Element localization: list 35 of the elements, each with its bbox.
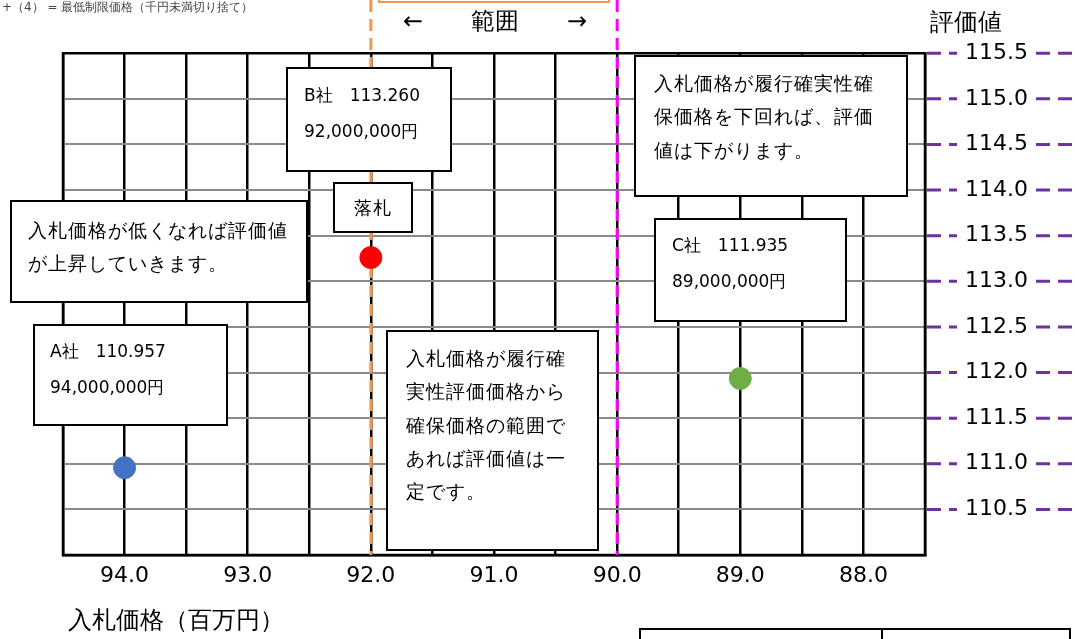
y-tick-label: 110.5 [965, 495, 1028, 521]
note-box: 入札価格が履行確実性評価価格から確保価格の範囲であれば評価値は一定です。 [386, 330, 599, 551]
y-tick-label: 115.5 [965, 38, 1028, 64]
y-tick-label: 111.5 [965, 403, 1028, 429]
note-box: 入札価格が履行確実性確保価格を下回れば、評価値は下がります。 [634, 55, 908, 197]
x-axis-title: 入札価格（百万円） [68, 605, 284, 636]
y-tick-label: 112.0 [965, 358, 1028, 384]
annotation: 94,000,000円 [50, 376, 166, 399]
annotation: A社 110.957 [50, 340, 167, 363]
x-tick-label: 91.0 [469, 561, 519, 587]
x-tick-label: 92.0 [346, 561, 396, 587]
x-tick-label: 90.0 [592, 561, 642, 587]
annotation: C社 111.935 [672, 234, 790, 257]
y-tick-label: 113.0 [965, 267, 1028, 293]
y-tick-label: 114.0 [965, 175, 1028, 201]
point [359, 246, 383, 270]
x-tick-label: 89.0 [715, 561, 765, 587]
y-tick-label: 113.5 [965, 221, 1028, 247]
point [113, 456, 137, 480]
y-tick-label: 114.5 [965, 130, 1028, 156]
point [728, 366, 752, 390]
note-box: 入札価格が低くなれば評価値が上昇していきます。 [10, 200, 308, 303]
x-tick-label: 93.0 [223, 561, 273, 587]
x-tick-label: 88.0 [838, 561, 888, 587]
x-tick-label: 94.0 [100, 561, 150, 587]
text: ← 範囲 → [401, 6, 589, 37]
annotation: B社 113.260 [304, 84, 421, 107]
y-tick-label: 115.0 [965, 84, 1028, 110]
y-axis-title: 評価値 [930, 7, 1002, 38]
note-box: 落札 [333, 182, 413, 233]
text: +（4） = 最低制限価格（千円未満切り捨て） [2, 0, 255, 16]
annotation: 89,000,000円 [672, 270, 788, 293]
y-tick-label: 112.5 [965, 312, 1028, 338]
annotation: 92,000,000円 [304, 120, 420, 143]
y-tick-label: 111.0 [965, 449, 1028, 475]
